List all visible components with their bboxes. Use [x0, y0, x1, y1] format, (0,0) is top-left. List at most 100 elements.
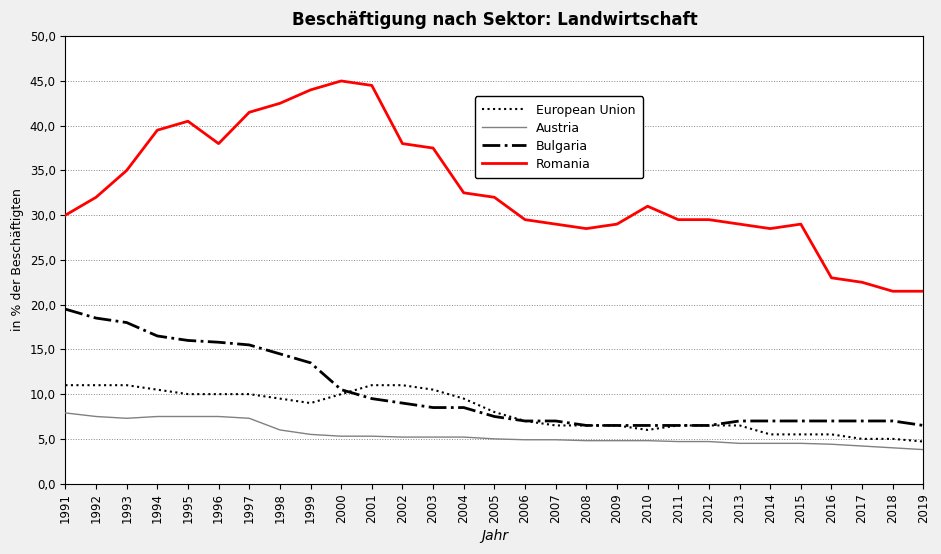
Legend: European Union, Austria, Bulgaria, Romania: European Union, Austria, Bulgaria, Roman… [475, 96, 643, 178]
European Union [734, 422, 745, 429]
European Union [121, 382, 133, 388]
Austria [458, 434, 470, 440]
Bulgaria [366, 396, 377, 402]
Romania [764, 225, 775, 232]
Austria [795, 440, 806, 447]
European Union [213, 391, 224, 397]
European Union [612, 422, 623, 429]
Line: Austria: Austria [65, 413, 923, 450]
Romania [90, 194, 102, 201]
Bulgaria [826, 418, 837, 424]
Romania [244, 109, 255, 116]
Romania [305, 86, 316, 93]
Bulgaria [887, 418, 899, 424]
European Union [458, 396, 470, 402]
Romania [397, 140, 408, 147]
Bulgaria [917, 422, 929, 429]
Austria [427, 434, 439, 440]
Line: European Union: European Union [65, 385, 923, 442]
Romania [488, 194, 500, 201]
European Union [366, 382, 377, 388]
Bulgaria [397, 400, 408, 407]
Romania [183, 118, 194, 125]
Title: Beschäftigung nach Sektor: Landwirtschaft: Beschäftigung nach Sektor: Landwirtschaf… [292, 11, 697, 29]
European Union [887, 435, 899, 442]
Romania [734, 221, 745, 228]
Bulgaria [581, 422, 592, 429]
Austria [152, 413, 163, 420]
Romania [458, 189, 470, 196]
Austria [673, 438, 684, 445]
Bulgaria [612, 422, 623, 429]
Bulgaria [764, 418, 775, 424]
Romania [366, 82, 377, 89]
Romania [550, 221, 562, 228]
Romania [642, 203, 653, 209]
Bulgaria [274, 351, 285, 357]
European Union [856, 435, 868, 442]
European Union [305, 400, 316, 407]
European Union [917, 438, 929, 445]
European Union [90, 382, 102, 388]
European Union [764, 431, 775, 438]
Romania [917, 288, 929, 295]
European Union [642, 427, 653, 433]
Bulgaria [703, 422, 714, 429]
Bulgaria [336, 386, 347, 393]
European Union [795, 431, 806, 438]
Y-axis label: in % der Beschäftigten: in % der Beschäftigten [11, 188, 24, 331]
Romania [612, 221, 623, 228]
European Union [519, 418, 531, 424]
Romania [703, 216, 714, 223]
Romania [826, 274, 837, 281]
Bulgaria [550, 418, 562, 424]
Bulgaria [734, 418, 745, 424]
Austria [642, 437, 653, 444]
Austria [703, 438, 714, 445]
European Union [244, 391, 255, 397]
European Union [427, 386, 439, 393]
Austria [917, 447, 929, 453]
Romania [673, 216, 684, 223]
Bulgaria [856, 418, 868, 424]
Austria [397, 434, 408, 440]
European Union [488, 409, 500, 416]
Bulgaria [213, 339, 224, 346]
Romania [795, 221, 806, 228]
Bulgaria [458, 404, 470, 411]
Austria [856, 443, 868, 449]
European Union [581, 422, 592, 429]
Bulgaria [183, 337, 194, 344]
Bulgaria [488, 413, 500, 420]
Austria [90, 413, 102, 420]
Bulgaria [519, 418, 531, 424]
European Union [550, 422, 562, 429]
Romania [519, 216, 531, 223]
Austria [59, 409, 71, 416]
Austria [336, 433, 347, 439]
Bulgaria [427, 404, 439, 411]
European Union [397, 382, 408, 388]
Austria [183, 413, 194, 420]
Austria [121, 415, 133, 422]
Line: Bulgaria: Bulgaria [65, 309, 923, 425]
European Union [59, 382, 71, 388]
Romania [581, 225, 592, 232]
Austria [488, 435, 500, 442]
European Union [336, 391, 347, 397]
European Union [703, 422, 714, 429]
Bulgaria [59, 306, 71, 312]
Bulgaria [673, 422, 684, 429]
Austria [519, 437, 531, 443]
Bulgaria [642, 422, 653, 429]
X-axis label: Jahr: Jahr [481, 529, 508, 543]
European Union [274, 396, 285, 402]
Romania [274, 100, 285, 107]
Line: Romania: Romania [65, 81, 923, 291]
Romania [856, 279, 868, 286]
Austria [366, 433, 377, 439]
Austria [213, 413, 224, 420]
Romania [213, 140, 224, 147]
Austria [612, 437, 623, 444]
European Union [673, 422, 684, 429]
